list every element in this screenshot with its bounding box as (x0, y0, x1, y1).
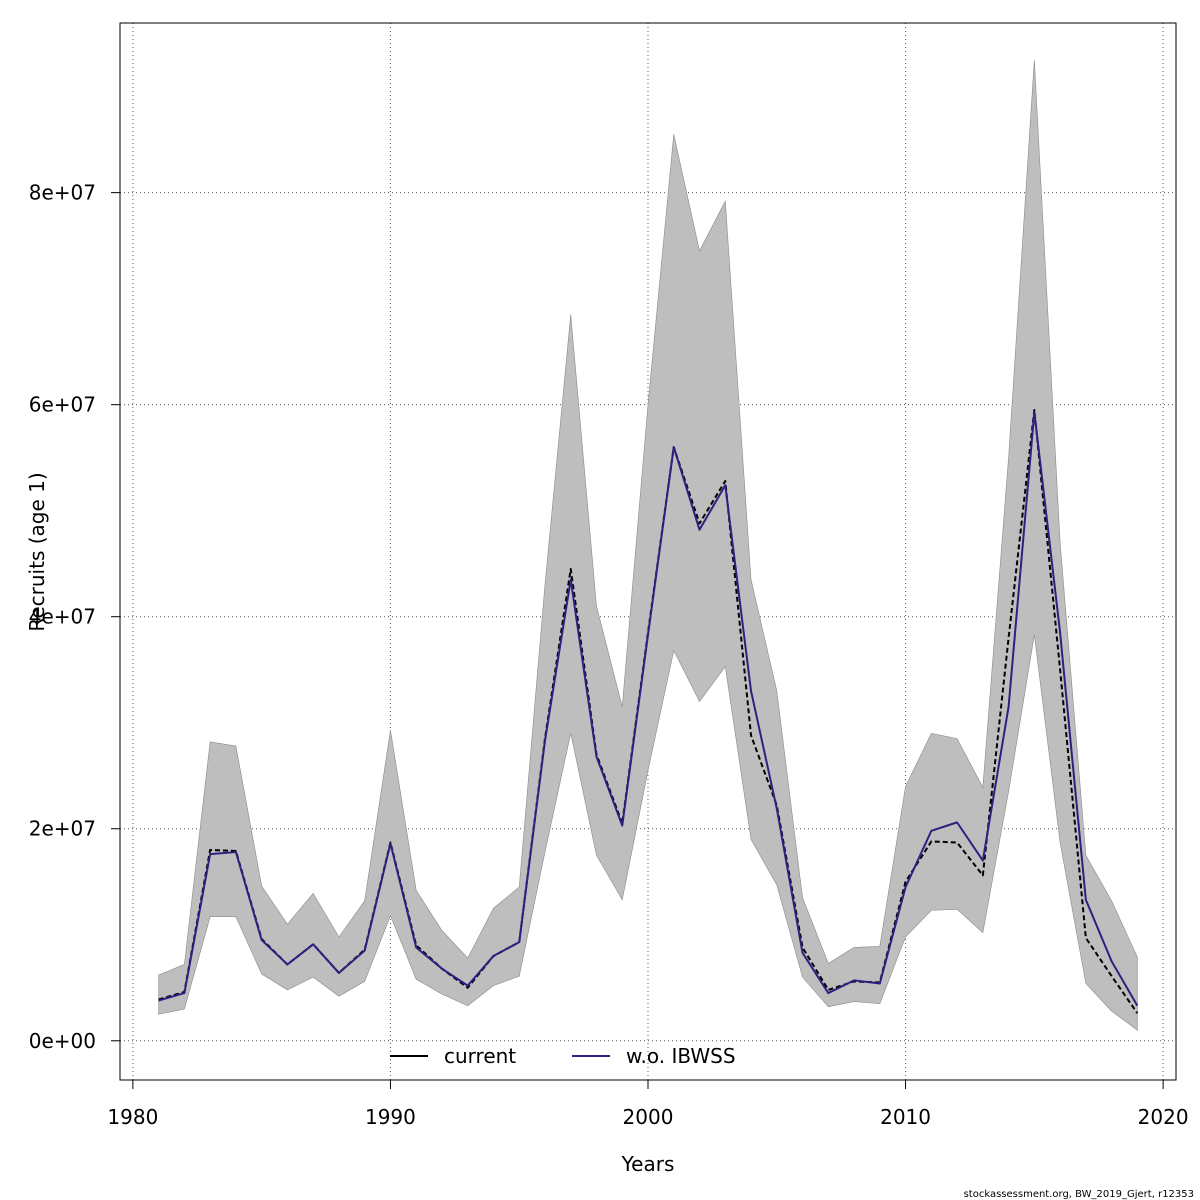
series-line-1 (158, 411, 1139, 1007)
y-tick-label-3: 6e+07 (29, 393, 96, 417)
legend-label-1: w.o. IBWSS (626, 1044, 736, 1068)
x-tick-label-0: 1980 (107, 1105, 158, 1129)
x-tick-label-2: 2000 (623, 1105, 674, 1129)
y-axis-title: Recruits (age 1) (25, 472, 49, 631)
y-tick-label-0: 0e+00 (29, 1029, 96, 1053)
series-lines-layer (158, 408, 1139, 1014)
x-axis: 1980 1990 2000 2010 2020 (107, 1079, 1189, 1129)
y-tick-label-4: 8e+07 (29, 181, 96, 205)
y-axis: 0e+00 2e+07 4e+07 6e+07 8e+07 (29, 181, 121, 1053)
confidence-band-layer (158, 60, 1138, 1031)
y-tick-label-1: 2e+07 (29, 817, 96, 841)
x-tick-label-1: 1990 (365, 1105, 416, 1129)
x-tick-label-4: 2020 (1138, 1105, 1189, 1129)
confidence-band (158, 60, 1138, 1031)
legend-label-0: current (444, 1044, 516, 1068)
x-axis-title: Years (621, 1152, 675, 1176)
legend: current w.o. IBWSS (390, 1044, 736, 1068)
y-tick-label-2: 4e+07 (29, 605, 96, 629)
footer-credit: stockassessment.org, BW_2019_Gjert, r123… (964, 1189, 1194, 1200)
x-tick-label-3: 2010 (880, 1105, 931, 1129)
